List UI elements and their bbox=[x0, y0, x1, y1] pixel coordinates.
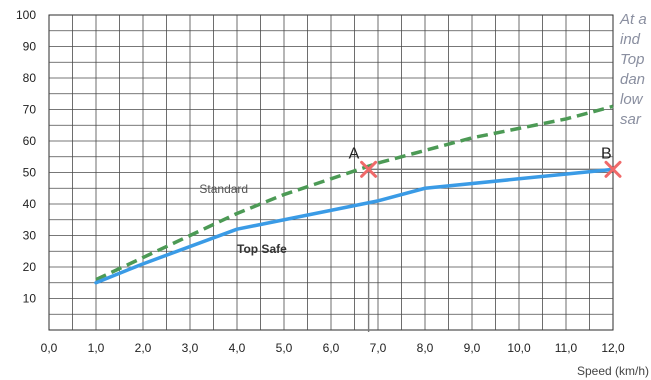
x-tick-label: 12,0 bbox=[601, 341, 625, 355]
side-note-line: ind bbox=[620, 31, 641, 48]
x-tick-label: 6,0 bbox=[323, 341, 340, 355]
chart-guides bbox=[367, 168, 613, 332]
y-tick-label: 90 bbox=[23, 40, 37, 54]
side-note-line: low bbox=[620, 91, 643, 108]
y-tick-label: 40 bbox=[23, 197, 37, 211]
y-tick-label: 100 bbox=[16, 8, 36, 22]
x-tick-label: 3,0 bbox=[182, 341, 199, 355]
marker-label-a: A bbox=[349, 145, 360, 162]
marker-label-b: B bbox=[601, 145, 612, 162]
y-tick-label: 60 bbox=[23, 134, 37, 148]
x-tick-label: 10,0 bbox=[507, 341, 531, 355]
marker-stroke bbox=[604, 160, 622, 178]
marker-a bbox=[360, 160, 378, 178]
chart-lines bbox=[94, 104, 615, 285]
y-tick-label: 10 bbox=[23, 292, 37, 306]
chart-grid bbox=[48, 14, 614, 331]
y-tick-label: 50 bbox=[23, 166, 37, 180]
series-label-top-safe: Top Safe bbox=[237, 242, 287, 256]
y-tick-label: 70 bbox=[23, 103, 37, 117]
x-tick-label: 5,0 bbox=[276, 341, 293, 355]
x-tick-label: 1,0 bbox=[88, 341, 105, 355]
x-tick-label: 4,0 bbox=[229, 341, 246, 355]
series-line-top-safe bbox=[94, 167, 615, 285]
x-tick-label: 2,0 bbox=[135, 341, 152, 355]
series-line-standard bbox=[95, 104, 614, 282]
side-note: At a ind Top dan low sar bbox=[620, 10, 651, 130]
x-tick-label: 9,0 bbox=[464, 341, 481, 355]
x-axis-label: Speed (km/h) bbox=[577, 364, 649, 378]
side-note-line: Top bbox=[620, 51, 645, 68]
side-note-line: At a bbox=[620, 11, 647, 28]
x-tick-label: 0,0 bbox=[41, 341, 58, 355]
side-note-line: sar bbox=[620, 111, 641, 128]
y-tick-label: 80 bbox=[23, 71, 37, 85]
y-tick-label: 30 bbox=[23, 229, 37, 243]
x-tick-label: 11,0 bbox=[555, 341, 578, 355]
x-tick-label: 7,0 bbox=[370, 341, 387, 355]
chart-labels: Standard Top Safe A B 10 20 30 40 50 60 70 80 90 100 0… bbox=[16, 8, 649, 378]
chart-markers bbox=[360, 160, 622, 178]
marker-b bbox=[604, 160, 622, 178]
series-label-standard: Standard bbox=[199, 182, 248, 196]
x-tick-label: 8,0 bbox=[417, 341, 434, 355]
marker-stroke bbox=[360, 160, 378, 178]
side-note-line: dan bbox=[620, 71, 646, 88]
y-tick-label: 20 bbox=[23, 260, 37, 274]
